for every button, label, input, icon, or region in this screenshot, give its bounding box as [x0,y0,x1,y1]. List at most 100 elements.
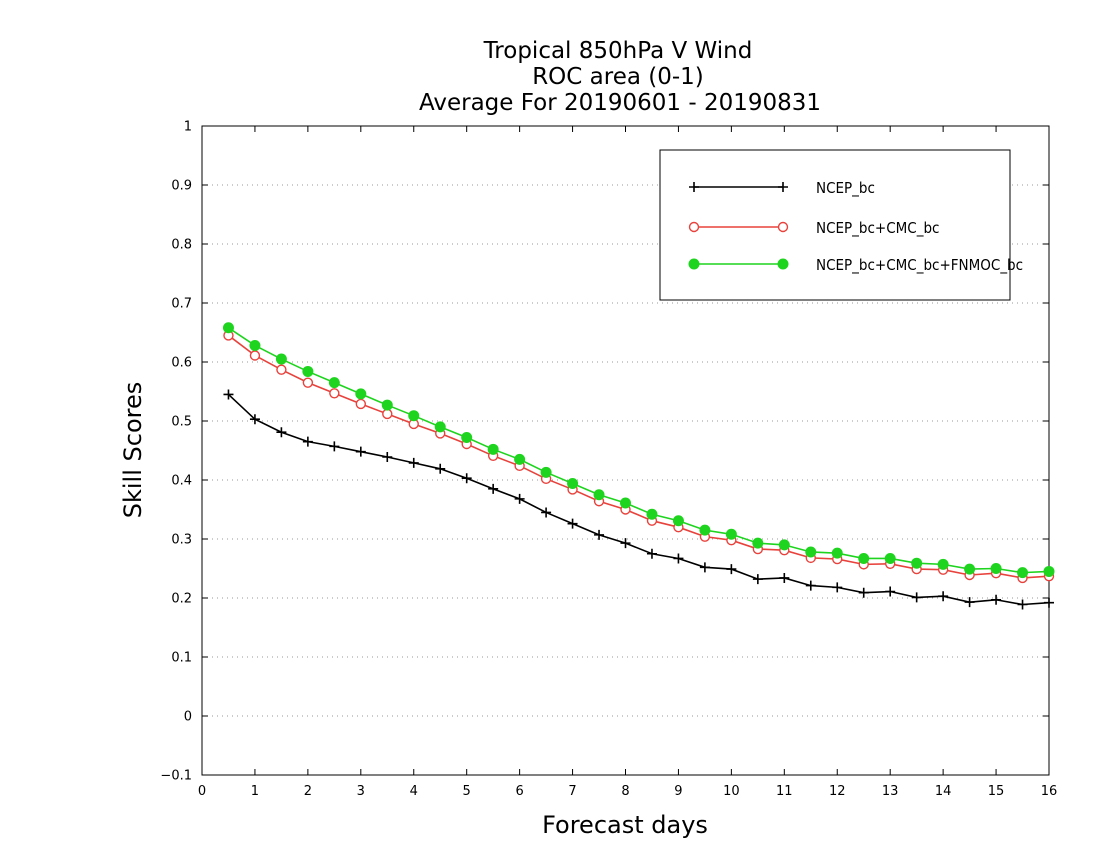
legend-sample-marker-ncep-bc [689,182,699,192]
data-point-ncep-bc [832,582,843,593]
y-tick-label: 0.3 [171,533,192,548]
legend-label-ncep-bc: NCEP_bc [816,179,875,198]
data-point-ncep-bc [1044,597,1054,608]
data-point-ncep-cmc [355,398,367,410]
y-tick-label: −0.1 [160,769,192,784]
data-point-ncep-cmc-fnmoc [778,539,790,551]
data-point-ncep-bc [382,451,393,462]
data-point-ncep-cmc-fnmoc [911,557,923,569]
series-line-ncep-cmc [227,334,1050,579]
x-tick-label: 1 [251,784,259,799]
x-tick-label: 7 [568,784,576,799]
chart-title-line-1: Tropical 850hPa V Wind [483,38,753,64]
data-point-ncep-cmc-fnmoc [805,546,817,558]
data-point-ncep-bc [805,580,816,591]
data-point-ncep-bc [302,436,313,447]
x-tick-label: 12 [829,784,846,799]
x-tick-label: 3 [357,784,365,799]
data-point-ncep-cmc-fnmoc [831,547,843,559]
data-point-ncep-cmc-fnmoc [937,558,949,570]
data-point-ncep-bc [620,538,631,549]
y-tick-label: 1 [184,120,192,135]
series-ncep-cmc [223,330,1055,584]
series-layer [222,322,1055,610]
x-tick-label: 6 [515,784,523,799]
data-point-ncep-cmc-fnmoc [408,410,420,422]
data-point-ncep-bc [911,592,922,603]
x-tick-label: 14 [935,784,952,799]
legend-samples [688,182,789,270]
data-point-ncep-cmc [302,377,314,388]
data-point-ncep-bc [726,564,737,575]
data-point-ncep-bc [885,586,896,597]
x-tick-label: 9 [674,784,682,799]
x-tick-label: 11 [776,784,793,799]
x-tick-label: 8 [621,784,629,799]
data-point-ncep-cmc-fnmoc [487,443,499,455]
y-tick-label: 0.9 [171,179,192,194]
data-point-ncep-bc [594,529,605,540]
x-tick-label: 15 [988,784,1005,799]
x-tick-label: 10 [723,784,740,799]
chart-title-line-3: Average For 20190601 - 20190831 [419,90,821,116]
legend-label-ncep-cmc-fnmoc: NCEP_bc+CMC_bc+FNMOC_bc [816,256,1023,275]
chart-title-line-2: ROC area (0-1) [532,64,704,90]
data-point-ncep-cmc-fnmoc [540,466,552,478]
data-point-ncep-bc [699,562,710,573]
data-point-ncep-bc [541,507,552,518]
data-point-ncep-cmc-fnmoc [964,563,976,575]
axis-layer: −0.100.10.20.30.40.50.60.70.80.910 1 2 3 4 5 6… [160,120,1057,800]
data-point-ncep-cmc-fnmoc [567,478,579,490]
data-point-ncep-cmc-fnmoc [752,537,764,549]
series-ncep-cmc-fnmoc [222,322,1055,579]
data-point-ncep-cmc-fnmoc [275,353,287,365]
data-point-ncep-cmc-fnmoc [646,508,658,520]
data-point-ncep-cmc-fnmoc [593,489,605,501]
legend-label-ncep-cmc: NCEP_bc+CMC_bc [816,219,939,238]
data-point-ncep-cmc-fnmoc [699,524,711,536]
data-point-ncep-cmc-fnmoc [434,421,446,433]
data-point-ncep-cmc-fnmoc [514,453,526,465]
data-point-ncep-bc [408,457,419,468]
data-point-ncep-bc [249,414,260,425]
legend: NCEP_bc NCEP_bc+CMC_bc NCEP_bc+CMC_bc+FN… [659,149,1023,301]
data-point-ncep-bc [355,446,366,457]
x-tick-label: 5 [463,784,471,799]
data-point-ncep-cmc [276,364,287,375]
data-point-ncep-cmc-fnmoc [222,322,234,334]
data-point-ncep-bc [964,597,975,608]
x-tick-label: 0 [198,784,206,799]
data-point-ncep-cmc [382,408,393,420]
data-point-ncep-bc [488,483,499,494]
data-point-ncep-cmc-fnmoc [620,497,631,509]
y-tick-label: 0.2 [171,592,192,607]
data-point-ncep-bc [938,591,949,602]
data-point-ncep-bc [752,574,763,585]
data-point-ncep-cmc-fnmoc [302,365,314,377]
data-point-ncep-cmc-fnmoc [884,552,896,564]
data-point-ncep-bc [858,587,869,598]
legend-box [659,149,1011,301]
y-tick-label: 0.5 [171,415,192,430]
data-point-ncep-bc [223,389,234,400]
y-tick-label: 0 [184,710,192,725]
x-tick-label: 4 [410,784,418,799]
data-point-ncep-bc [514,493,525,504]
data-point-ncep-cmc-fnmoc [328,377,340,389]
data-point-ncep-cmc-fnmoc [725,528,737,540]
x-tick-label: 13 [882,784,899,799]
series-ncep-bc [223,389,1054,610]
y-tick-label: 0.8 [171,238,192,253]
y-tick-label: 0.6 [171,356,192,371]
series-line-ncep-bc [227,393,1050,606]
legend-sample-marker-ncep-cmc-fnmoc [777,258,789,270]
legend-sample-marker-ncep-cmc-fnmoc [688,258,700,270]
data-point-ncep-cmc-fnmoc [381,399,393,411]
y-tick-label: 0.7 [171,297,192,312]
data-point-ncep-bc [461,473,472,484]
data-point-ncep-cmc [249,350,261,361]
data-point-ncep-cmc-fnmoc [672,515,684,527]
x-axis-title: Forecast days [542,811,708,839]
data-point-ncep-cmc-fnmoc [1017,567,1029,579]
